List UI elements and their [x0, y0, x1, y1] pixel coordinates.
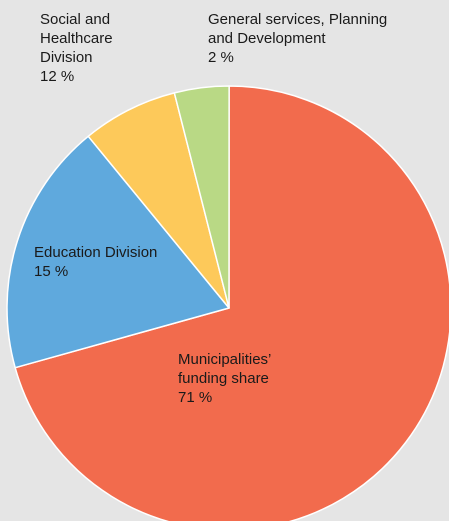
slice-label-municipalities-line-1: Municipalities’	[178, 351, 272, 368]
slice-label-municipalities: Municipalities’ funding share 71 %	[178, 350, 271, 407]
slice-label-education-line-1: Education Division	[34, 244, 158, 261]
slice-value-general-services: 2 %	[208, 49, 234, 66]
slice-value-municipalities: 71 %	[178, 389, 213, 406]
slice-label-municipalities-line-2: funding share	[178, 370, 269, 387]
pie-slice-general-services	[173, 85, 230, 309]
pie-slices	[6, 85, 449, 521]
slice-value-social-healthcare: 12 %	[40, 68, 75, 85]
pie-slice-education	[6, 135, 230, 369]
slice-label-general-services-line-1: General services, Planning	[208, 11, 388, 28]
slice-label-general-services: General services, Planning and Developme…	[208, 10, 387, 67]
slice-label-social-healthcare-line-2: Healthcare	[40, 30, 113, 47]
slice-label-general-services-line-2: and Development	[208, 30, 326, 47]
slice-label-education: Education Division 15 %	[34, 243, 157, 281]
pie-slice-municipalities	[14, 85, 449, 521]
slice-label-social-healthcare-line-3: Division	[40, 49, 93, 66]
slice-value-education: 15 %	[34, 263, 69, 280]
slice-label-social-healthcare: Social and Healthcare Division 12 %	[40, 10, 113, 86]
slice-label-social-healthcare-line-1: Social and	[40, 11, 111, 28]
